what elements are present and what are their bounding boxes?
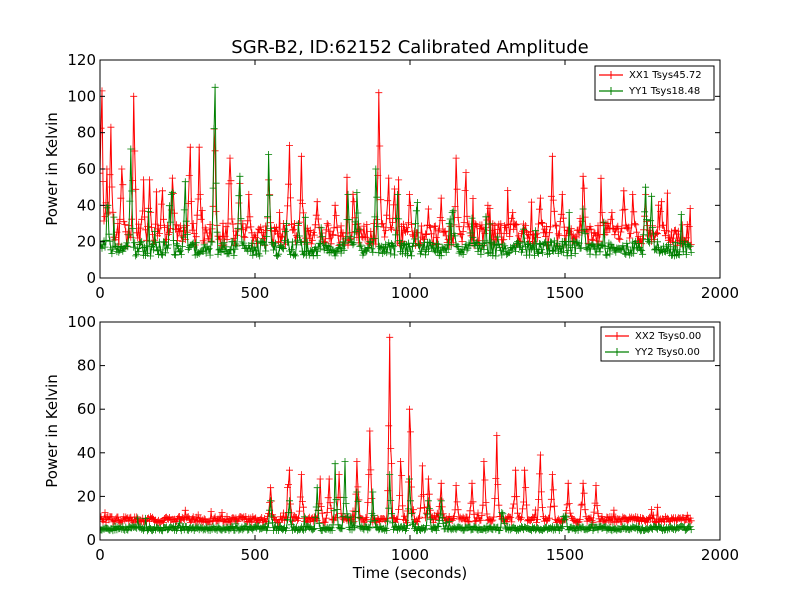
top-x-tick-label: 0: [95, 284, 105, 302]
top-x-tick-label: 1500: [546, 284, 584, 302]
bottom-series-group: [100, 333, 695, 535]
bottom-y-tick-label: 0: [86, 531, 96, 549]
bottom-x-tick-label: 0: [95, 546, 105, 564]
bottom-series-markers-0: [100, 333, 695, 526]
top-y-tick-label: 0: [86, 269, 96, 287]
bottom-legend-label-xx2: XX2 Tsys0.00: [635, 331, 701, 342]
bottom-y-tick-label: 20: [77, 487, 96, 505]
bottom-y-tick-label: 100: [67, 313, 96, 331]
bottom-legend-box: [600, 326, 715, 362]
top-y-tick-label: 100: [67, 87, 96, 105]
top-x-tick-label: 1000: [391, 284, 429, 302]
top-x-tick-label: 500: [241, 284, 270, 302]
top-legend-marker-yy1: [607, 87, 615, 95]
bottom-series-markers-1: [100, 458, 695, 535]
bottom-x-tick-label: 500: [241, 546, 270, 564]
bottom-legend-entry-yy2: YY2 Tsys0.00: [605, 347, 700, 358]
top-series-group: [100, 83, 695, 260]
top-legend-entry-yy1: YY1 Tsys18.48: [599, 86, 700, 97]
top-plot-area: [100, 83, 695, 260]
bottom-x-tick-label: 1000: [391, 546, 429, 564]
bottom-x-tick-label: 2000: [701, 546, 739, 564]
bottom-axis-ticks: 0 500 1000 1500 2000 0 20 40 60 80 100: [67, 313, 739, 564]
top-legend-label-xx1: XX1 Tsys45.72: [629, 70, 702, 81]
top-legend: XX1 Tsys45.72 YY1 Tsys18.48: [594, 65, 715, 101]
bottom-x-axis-label: Time (seconds): [352, 564, 468, 582]
bottom-legend: XX2 Tsys0.00 YY2 Tsys0.00: [600, 326, 715, 362]
top-y-tick-label: 20: [77, 233, 96, 251]
top-y-tick-label: 60: [77, 160, 96, 178]
top-series-markers-1: [100, 83, 695, 260]
bottom-legend-marker-xx2: [613, 332, 621, 340]
bottom-legend-entry-xx2: XX2 Tsys0.00: [605, 331, 701, 342]
top-y-axis-label: Power in Kelvin: [43, 112, 61, 226]
bottom-y-tick-label: 60: [77, 400, 96, 418]
top-legend-marker-xx1: [607, 71, 615, 79]
top-y-tick-label: 80: [77, 124, 96, 142]
bottom-legend-marker-yy2: [613, 348, 621, 356]
top-panel: 0 500 1000 1500 2000 0 20 40 60 80 100 120 Power in…: [43, 51, 739, 302]
bottom-series-line-0: [100, 337, 692, 525]
bottom-legend-label-yy2: YY2 Tsys0.00: [634, 347, 700, 358]
top-legend-box: [594, 65, 715, 101]
bottom-x-tick-label: 1500: [546, 546, 584, 564]
top-legend-entry-xx1: XX1 Tsys45.72: [599, 70, 702, 81]
top-series-line-1: [100, 87, 692, 258]
top-y-tick-label: 40: [77, 196, 96, 214]
bottom-plot-area: [100, 333, 695, 535]
bottom-y-axis-label: Power in Kelvin: [43, 374, 61, 488]
bottom-panel: 0 500 1000 1500 2000 0 20 40 60 80 100 Power in Ke…: [43, 313, 739, 582]
top-axis-ticks: 0 500 1000 1500 2000 0 20 40 60 80 100 120: [67, 51, 739, 302]
top-y-tick-label: 120: [67, 51, 96, 69]
bottom-y-tick-label: 40: [77, 444, 96, 462]
chart-title: SGR-B2, ID:62152 Calibrated Amplitude: [231, 37, 588, 58]
bottom-y-tick-label: 80: [77, 357, 96, 375]
top-legend-label-yy1: YY1 Tsys18.48: [628, 86, 700, 97]
top-x-tick-label: 2000: [701, 284, 739, 302]
